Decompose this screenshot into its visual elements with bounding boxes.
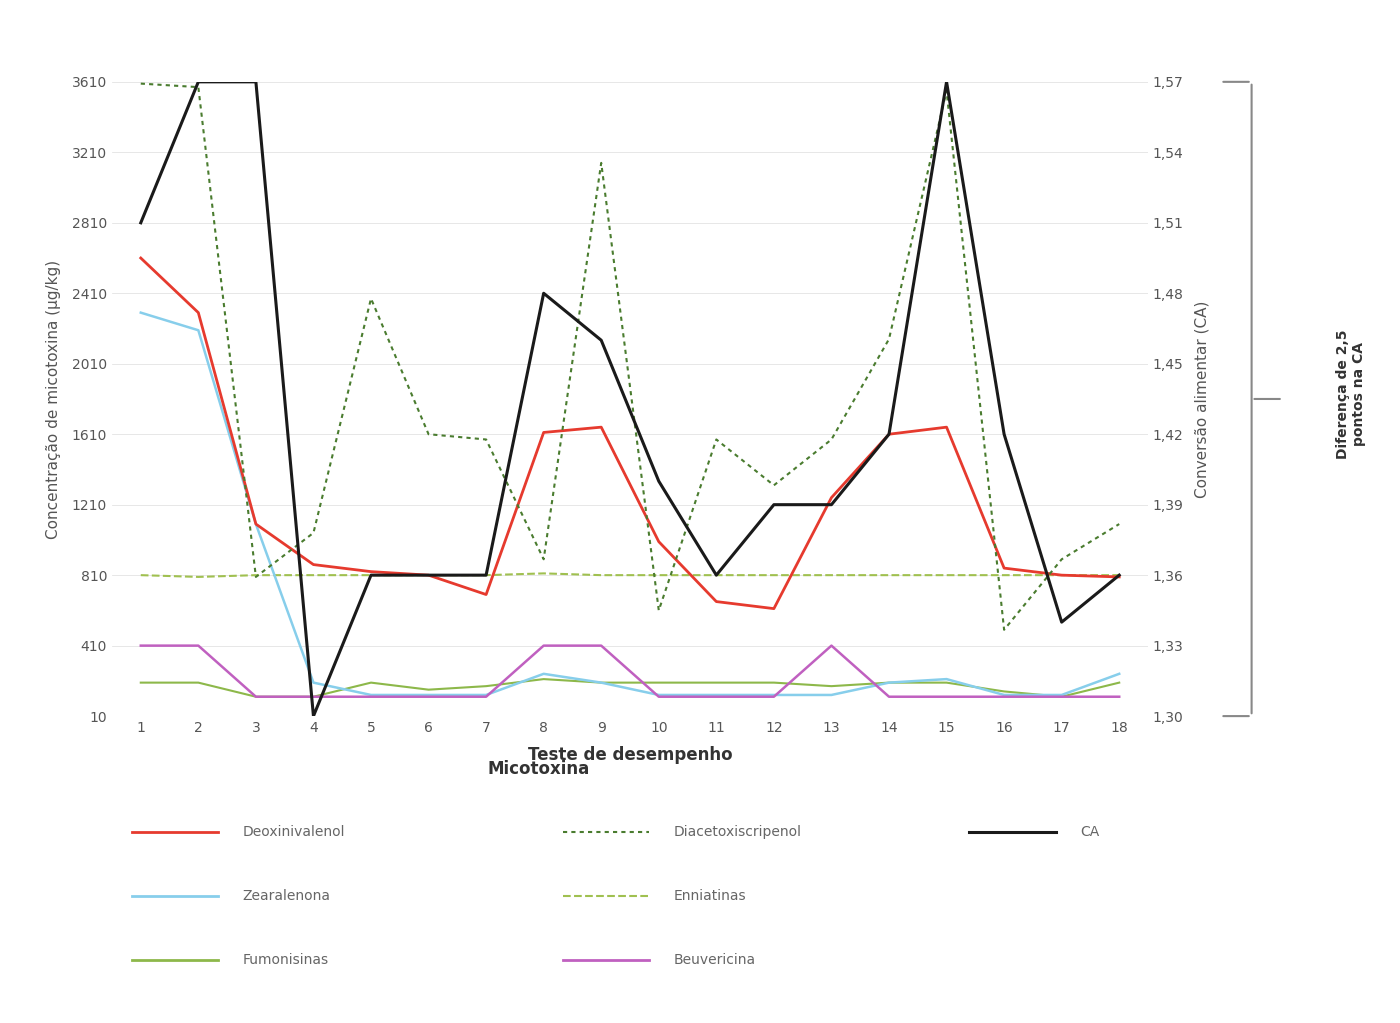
Text: Fumonisinas: Fumonisinas xyxy=(242,952,329,967)
Text: Deoxinivalenol: Deoxinivalenol xyxy=(242,825,344,839)
Y-axis label: Concentração de micotoxina (µg/kg): Concentração de micotoxina (µg/kg) xyxy=(46,260,60,538)
Text: CA: CA xyxy=(1081,825,1099,839)
Text: Diferença de 2,5
pontos na CA: Diferença de 2,5 pontos na CA xyxy=(1336,329,1366,458)
Text: Beuvericina: Beuvericina xyxy=(673,952,756,967)
Text: Enniatinas: Enniatinas xyxy=(673,889,746,902)
Text: Diacetoxiscripenol: Diacetoxiscripenol xyxy=(673,825,802,839)
Text: Zearalenona: Zearalenona xyxy=(242,889,330,902)
X-axis label: Teste de desempenho: Teste de desempenho xyxy=(528,746,732,764)
Y-axis label: Conversão alimentar (CA): Conversão alimentar (CA) xyxy=(1194,301,1210,497)
Text: Micotoxina: Micotoxina xyxy=(487,760,589,779)
